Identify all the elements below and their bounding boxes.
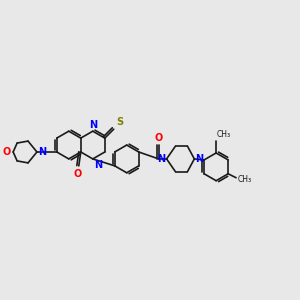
Text: N: N xyxy=(195,154,203,164)
Text: O: O xyxy=(154,133,163,143)
Text: CH₃: CH₃ xyxy=(238,175,252,184)
Text: N: N xyxy=(38,147,46,157)
Text: N: N xyxy=(89,120,97,130)
Text: S: S xyxy=(117,117,124,127)
Text: O: O xyxy=(74,169,82,179)
Text: O: O xyxy=(3,147,11,157)
Text: N: N xyxy=(158,154,166,164)
Text: CH₃: CH₃ xyxy=(217,130,231,139)
Text: N: N xyxy=(94,160,102,170)
